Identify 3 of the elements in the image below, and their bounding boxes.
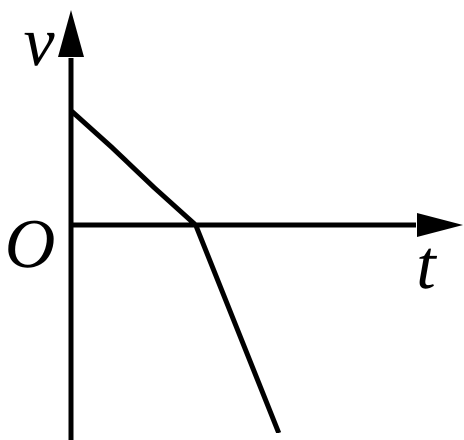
annotation: O — [4, 206, 56, 283]
y-axis-title: v — [23, 4, 56, 81]
x-axis-title: t — [416, 227, 438, 304]
